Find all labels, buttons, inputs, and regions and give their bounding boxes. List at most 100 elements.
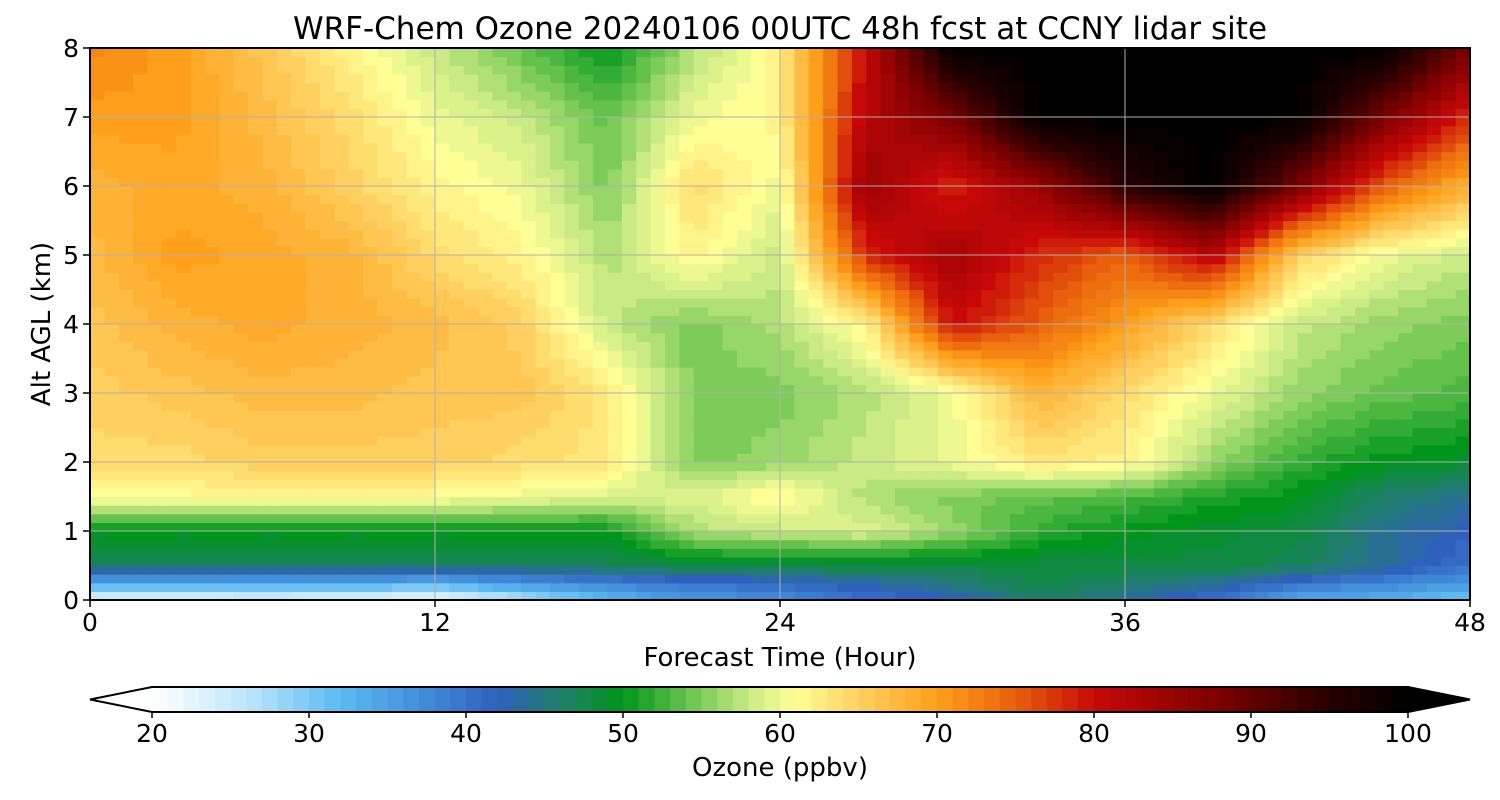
heatmap-cell [1196,272,1212,282]
heatmap-cell [449,522,465,532]
heatmap-cell [205,496,220,506]
heatmap-cell [1326,151,1342,161]
heatmap-cell [1182,462,1198,472]
heatmap-cell [1096,177,1112,187]
heatmap-cell [463,505,479,515]
heatmap-cell [1441,341,1457,351]
heatmap-cell [1096,574,1112,584]
heatmap-cell [1398,246,1414,256]
heatmap-cell [1125,289,1140,299]
heatmap-cell [722,444,738,454]
heatmap-cell [104,211,120,222]
heatmap-cell [751,444,767,454]
heatmap-cell [837,237,853,247]
heatmap-cell [147,358,163,368]
heatmap-cell [1010,375,1025,385]
heatmap-cell [420,168,436,178]
heatmap-cell [765,315,781,325]
heatmap-cell [866,565,882,575]
heatmap-cell [1369,427,1385,437]
heatmap-cell [1225,582,1241,592]
heatmap-cell [636,462,652,472]
heatmap-cell [808,401,824,411]
heatmap-cell [1110,505,1126,515]
heatmap-cell [133,177,149,187]
heatmap-cell [1038,470,1054,480]
heatmap-cell [650,203,666,213]
heatmap-cell [578,384,594,394]
heatmap-cell [219,229,235,239]
heatmap-cell [1010,168,1025,178]
heatmap-cell [1455,315,1471,325]
heatmap-cell [391,306,407,316]
heatmap-cell [248,168,264,178]
heatmap-cell [420,341,436,351]
heatmap-cell [765,341,781,351]
heatmap-cell [449,453,465,463]
heatmap-cell [1383,255,1399,265]
heatmap-cell [851,151,867,161]
heatmap-cell [1340,418,1356,429]
heatmap-cell [1311,315,1327,325]
heatmap-cell [1139,177,1155,187]
heatmap-cell [161,513,177,523]
heatmap-cell [1125,263,1140,273]
heatmap-cell [363,272,379,282]
heatmap-cell [1024,418,1040,429]
heatmap-cell [995,177,1011,187]
heatmap-cell [305,341,321,351]
heatmap-cell [90,306,105,316]
heatmap-cell [262,384,278,394]
heatmap-cell [1426,574,1442,584]
heatmap-cell [161,522,177,532]
heatmap-cell [765,427,781,437]
heatmap-cell [564,513,580,523]
heatmap-cell [1010,280,1025,291]
heatmap-cell [938,513,954,523]
heatmap-cell [1225,410,1241,420]
heatmap-cell [521,470,537,480]
heatmap-cell [1240,220,1255,230]
heatmap-cell [593,229,609,239]
heatmap-cell [1168,160,1184,170]
heatmap-cell [952,393,968,403]
heatmap-cell [506,548,522,558]
heatmap-cell [708,505,724,515]
heatmap-cell [938,280,954,291]
heatmap-cell [708,513,724,523]
heatmap-cell [205,168,220,178]
heatmap-cell [1196,237,1212,247]
heatmap-cell [1211,410,1227,420]
heatmap-cell [161,427,177,437]
heatmap-cell [1254,418,1270,429]
heatmap-cell [492,349,508,360]
heatmap-cell [147,393,163,403]
heatmap-cell [866,522,882,532]
heatmap-cell [1168,237,1184,247]
heatmap-cell [1326,479,1342,489]
heatmap-cell [406,393,422,403]
heatmap-cell [1081,203,1097,213]
heatmap-cell [1096,444,1112,454]
heatmap-cell [780,211,795,222]
heatmap-cell [363,487,379,498]
heatmap-cell [1426,229,1442,239]
heatmap-cell [521,186,537,196]
heatmap-cell [1225,229,1241,239]
heatmap-cell [492,531,508,541]
heatmap-cell [693,513,709,523]
heatmap-cell [1240,375,1255,385]
heatmap-cell [1326,453,1342,463]
heatmap-cell [305,263,321,273]
heatmap-cell [1038,298,1054,308]
heatmap-cell [765,410,781,420]
heatmap-cell [1139,280,1155,291]
heatmap-cell [1240,263,1255,273]
heatmap-cell [348,582,364,592]
heatmap-cell [693,548,709,558]
heatmap-cell [291,229,307,239]
heatmap-cell [118,255,134,265]
heatmap-cell [578,418,594,429]
heatmap-cell [1153,401,1169,411]
heatmap-cell [1125,401,1140,411]
